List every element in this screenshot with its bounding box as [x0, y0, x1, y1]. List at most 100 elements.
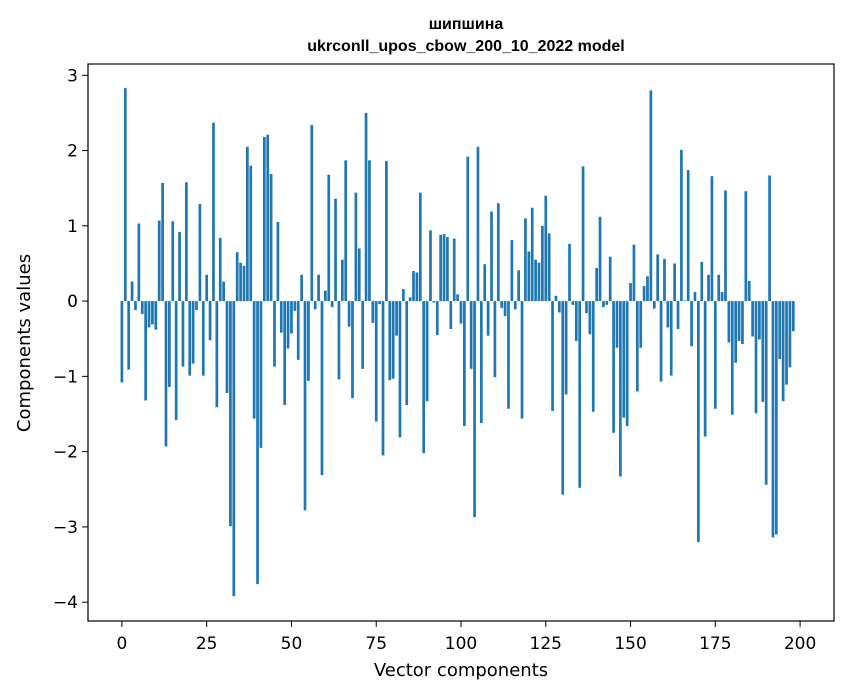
bar-component-191 [768, 175, 771, 302]
bar-component-193 [775, 301, 778, 535]
bar-component-96 [446, 237, 449, 302]
bar-component-87 [415, 272, 419, 302]
bar-component-183 [741, 301, 744, 344]
bar-component-154 [642, 286, 646, 302]
bar-component-17 [178, 231, 181, 302]
bar-component-164 [676, 301, 680, 329]
bar-component-113 [503, 301, 507, 317]
bar-component-16 [174, 301, 178, 421]
bar-component-131 [564, 301, 568, 395]
bar-component-39 [252, 301, 256, 419]
x-tick-label: 100 [445, 634, 477, 654]
bar-component-79 [388, 301, 392, 381]
bar-component-128 [554, 295, 558, 302]
bar-component-133 [571, 301, 575, 305]
bar-component-24 [201, 301, 205, 376]
bar-component-88 [418, 192, 422, 302]
bar-component-151 [632, 244, 636, 302]
bar-component-169 [693, 292, 697, 302]
bar-component-184 [744, 191, 748, 302]
bar-component-56 [310, 124, 314, 302]
bar-component-21 [191, 301, 195, 364]
bar-component-66 [344, 160, 348, 302]
bar-component-112 [500, 301, 504, 308]
bar-component-127 [551, 301, 554, 411]
bar-component-41 [259, 301, 263, 448]
bar-component-0 [120, 301, 124, 383]
axis-ticks: 0 25 50 75 100 125 150 175 200 −4 −3 −2 −1 0 1 2 3 [53, 66, 816, 654]
x-tick-label: 75 [365, 634, 387, 654]
bar-component-77 [381, 301, 385, 456]
bar-component-60 [324, 290, 327, 302]
bar-component-2 [127, 301, 131, 370]
bar-component-59 [320, 301, 324, 475]
bar-component-196 [785, 301, 788, 385]
bar-component-121 [530, 207, 534, 302]
bar-component-19 [184, 182, 188, 302]
bar-component-76 [378, 301, 381, 305]
bar-component-47 [279, 301, 283, 333]
x-tick-label: 25 [196, 634, 218, 654]
bar-component-99 [456, 294, 459, 302]
bar-component-170 [697, 301, 700, 542]
bar-component-105 [476, 146, 480, 302]
bar-component-188 [758, 301, 761, 340]
bar-component-160 [663, 258, 666, 302]
bar-component-162 [669, 301, 673, 376]
y-tick-label: 0 [67, 292, 78, 312]
bar-component-111 [496, 203, 500, 302]
bar-component-152 [635, 301, 639, 392]
bar-component-148 [622, 301, 626, 418]
x-tick-label: 125 [530, 634, 562, 654]
bar-component-29 [218, 237, 222, 302]
bar-component-8 [147, 301, 151, 328]
bar-component-84 [405, 301, 409, 405]
bar-component-35 [239, 262, 242, 302]
bar-component-195 [781, 301, 785, 402]
bar-component-65 [340, 259, 344, 302]
bar-component-14 [168, 301, 171, 387]
bar-component-122 [534, 259, 537, 302]
bar-component-144 [608, 256, 612, 302]
x-tick-label: 150 [614, 634, 646, 654]
bar-component-103 [469, 301, 473, 369]
bar-component-190 [764, 301, 768, 485]
bar-component-85 [408, 297, 412, 302]
bar-component-101 [463, 301, 466, 427]
bar-component-129 [557, 301, 561, 313]
bar-component-172 [703, 301, 707, 437]
bar-component-159 [659, 301, 663, 382]
bar-component-69 [354, 192, 358, 302]
bar-component-198 [791, 301, 795, 332]
bar-component-120 [527, 251, 531, 302]
bar-component-161 [666, 301, 670, 328]
bar-component-86 [412, 270, 415, 302]
bar-component-155 [646, 276, 649, 302]
bar-component-116 [513, 301, 517, 310]
y-tick-label: 3 [67, 66, 78, 86]
bar-component-11 [157, 220, 161, 302]
bar-component-49 [286, 301, 290, 349]
bar-component-7 [144, 301, 147, 401]
bar-component-45 [273, 301, 276, 367]
bar-component-192 [771, 301, 775, 538]
bar-component-102 [466, 156, 470, 302]
bar-component-48 [283, 301, 287, 405]
y-tick-label: −3 [53, 518, 78, 538]
bar-component-50 [290, 301, 293, 334]
bar-component-9 [151, 301, 154, 325]
bar-component-51 [293, 301, 297, 311]
bar-component-173 [707, 274, 710, 302]
bar-component-70 [357, 248, 361, 302]
bar-component-78 [385, 161, 388, 302]
bar-component-110 [493, 301, 497, 378]
bar-component-187 [754, 301, 758, 414]
bar-component-28 [215, 301, 219, 408]
bar-component-81 [395, 301, 398, 336]
bar-component-74 [371, 301, 375, 323]
bar-component-125 [544, 195, 548, 302]
bar-component-189 [761, 301, 765, 402]
bar-component-104 [473, 301, 476, 518]
bar-component-38 [249, 165, 253, 302]
